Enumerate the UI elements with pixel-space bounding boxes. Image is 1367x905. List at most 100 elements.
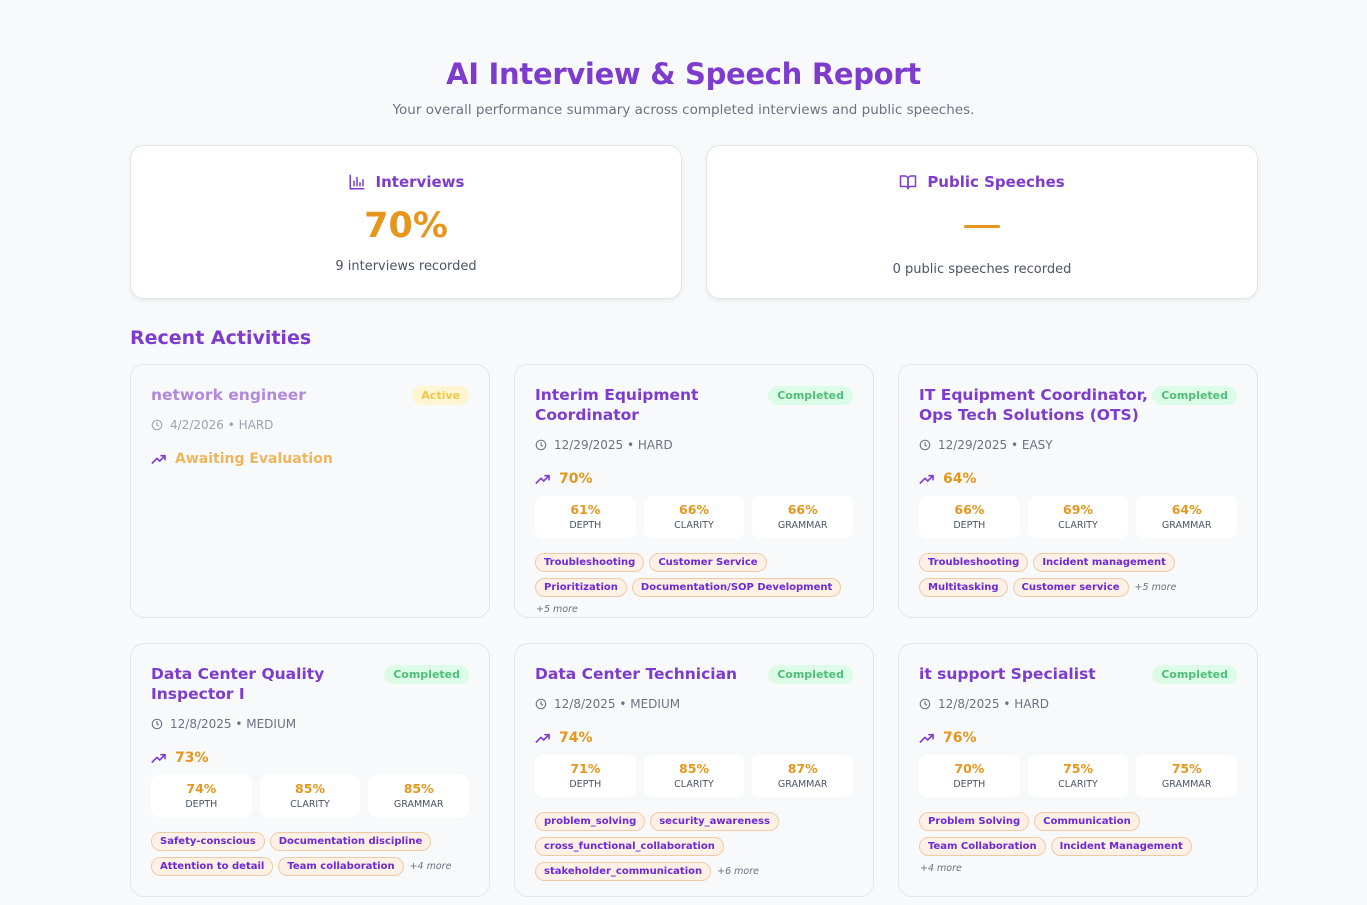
- status-badge: Completed: [384, 665, 469, 684]
- trending-up-icon: [535, 733, 550, 743]
- clock-icon: [919, 698, 931, 710]
- activity-card[interactable]: Data Center Quality Inspector I Completed…: [130, 643, 490, 897]
- clock-icon: [151, 718, 163, 730]
- metric-clarity: 75% CLARITY: [1027, 755, 1129, 797]
- more-tags-link[interactable]: +4 more: [920, 863, 962, 874]
- metric-value: 85%: [295, 781, 325, 796]
- metric-label: CLARITY: [290, 799, 330, 810]
- skill-tag: Incident management: [1033, 553, 1175, 572]
- status-badge: Completed: [1152, 665, 1237, 684]
- skill-tag: Documentation/SOP Development: [631, 578, 842, 597]
- activity-card[interactable]: IT Equipment Coordinator, Ops Tech Solut…: [898, 364, 1258, 618]
- date-difficulty: 12/8/2025 • HARD: [938, 697, 1050, 711]
- activity-card[interactable]: Interim Equipment Coordinator Completed 12…: [514, 364, 874, 618]
- metric-label: GRAMMAR: [1161, 520, 1212, 531]
- metric-value: 85%: [679, 761, 709, 776]
- card-header: Data Center Technician Completed: [535, 664, 853, 684]
- page-subtitle: Your overall performance summary across …: [392, 102, 975, 118]
- metric-label: CLARITY: [674, 779, 714, 790]
- recent-activities-title: Recent Activities: [130, 327, 312, 349]
- overall-score: 76%: [919, 729, 1237, 747]
- metric-clarity: 85% CLARITY: [643, 755, 745, 797]
- metrics-row: 71% DEPTH 85% CLARITY 87% GRAMMAR: [535, 755, 854, 797]
- skill-tag: Troubleshooting: [919, 553, 1029, 572]
- metric-value: 71%: [570, 761, 601, 776]
- speeches-summary-title: Public Speeches: [707, 171, 1257, 193]
- skill-tag: Team collaboration: [278, 857, 404, 876]
- card-header: IT Equipment Coordinator, Ops Tech Solut…: [919, 385, 1237, 425]
- skill-tag: Communication: [1034, 812, 1140, 831]
- activity-card[interactable]: it support Specialist Completed 12/8/2025 …: [898, 643, 1258, 897]
- overall-score: Awaiting Evaluation: [151, 450, 469, 468]
- report-header: AI Interview & Speech Report Your overal…: [0, 56, 1367, 120]
- overall-score-value: 73%: [175, 750, 209, 766]
- metric-depth: 61% DEPTH: [535, 496, 636, 538]
- more-tags-link[interactable]: +5 more: [1134, 581, 1177, 593]
- overall-score: 74%: [535, 729, 853, 747]
- card-title[interactable]: Interim Equipment Coordinator: [535, 386, 699, 424]
- overall-score-value: 64%: [943, 471, 977, 487]
- speeches-summary-card: Public Speeches 0 public speeches record…: [706, 145, 1258, 299]
- metric-label: GRAMMAR: [777, 779, 828, 790]
- metric-value: 87%: [787, 761, 818, 776]
- metric-label: GRAMMAR: [393, 799, 444, 810]
- interviews-label: Interviews: [375, 173, 465, 191]
- date-difficulty: 4/2/2026 • HARD: [170, 418, 274, 432]
- metric-label: DEPTH: [185, 799, 218, 810]
- metric-value: 75%: [1171, 761, 1202, 776]
- activity-card[interactable]: network engineer Active 4/2/2026 • HARD Awa…: [130, 364, 490, 618]
- skill-tag: Incident Management: [1050, 837, 1192, 856]
- card-title[interactable]: IT Equipment Coordinator, Ops Tech Solut…: [919, 386, 1148, 424]
- overall-score: 64%: [919, 470, 1237, 488]
- metric-value: 74%: [186, 781, 217, 796]
- metric-depth: 70% DEPTH: [919, 755, 1020, 797]
- skill-tag: Safety-conscious: [151, 832, 265, 851]
- card-title[interactable]: Data Center Technician: [535, 665, 738, 683]
- skill-tag: Problem Solving: [919, 812, 1030, 831]
- status-badge: Completed: [768, 665, 853, 684]
- activity-card[interactable]: Data Center Technician Completed 12/8/2025…: [514, 643, 874, 897]
- skill-tag: stakeholder_communication: [535, 862, 712, 881]
- date-difficulty: 12/29/2025 • EASY: [938, 438, 1053, 452]
- metric-grammar: 66% GRAMMAR: [752, 496, 854, 538]
- card-title[interactable]: it support Specialist: [919, 665, 1096, 683]
- card-title[interactable]: network engineer: [151, 386, 306, 404]
- skill-tag: Documentation discipline: [269, 832, 432, 851]
- card-header: Data Center Quality Inspector I Completed: [151, 664, 469, 704]
- card-title[interactable]: Data Center Quality Inspector I: [151, 665, 325, 703]
- card-header: network engineer Active: [151, 385, 469, 405]
- skill-tag: cross_functional_collaboration: [535, 837, 724, 856]
- trending-up-icon: [919, 733, 934, 743]
- metric-depth: 66% DEPTH: [919, 496, 1020, 538]
- card-header: Interim Equipment Coordinator Completed: [535, 385, 853, 425]
- card-meta: 12/29/2025 • HARD: [535, 436, 853, 454]
- metric-label: CLARITY: [674, 520, 714, 531]
- status-badge: Completed: [1152, 386, 1237, 405]
- skill-tags: Troubleshooting Incident management Multit…: [919, 553, 1237, 597]
- speeches-empty-score: [964, 225, 1000, 228]
- skill-tag: Customer service: [1012, 578, 1129, 597]
- overall-score: 70%: [535, 470, 853, 488]
- metrics-row: 70% DEPTH 75% CLARITY 75% GRAMMAR: [919, 755, 1238, 797]
- overall-score: 73%: [151, 749, 469, 767]
- date-difficulty: 12/29/2025 • HARD: [554, 438, 673, 452]
- clock-icon: [535, 698, 547, 710]
- clock-icon: [151, 419, 163, 431]
- more-tags-link[interactable]: +6 more: [717, 865, 759, 877]
- card-meta: 12/8/2025 • HARD: [919, 695, 1237, 713]
- metric-label: GRAMMAR: [777, 520, 828, 531]
- interviews-score: 70%: [364, 206, 448, 246]
- interviews-count: 9 interviews recorded: [335, 259, 477, 274]
- metric-label: DEPTH: [953, 779, 986, 790]
- card-meta: 12/8/2025 • MEDIUM: [535, 695, 853, 713]
- metrics-row: 61% DEPTH 66% CLARITY 66% GRAMMAR: [535, 496, 854, 538]
- skill-tag: Customer Service: [649, 553, 767, 572]
- metric-value: 66%: [679, 502, 709, 517]
- skill-tag: Attention to detail: [151, 857, 274, 876]
- skill-tag: Team Collaboration: [919, 837, 1046, 856]
- more-tags-link[interactable]: +4 more: [409, 860, 452, 872]
- page-title: AI Interview & Speech Report: [446, 57, 921, 91]
- more-tags-link[interactable]: +5 more: [536, 604, 578, 615]
- metric-label: DEPTH: [569, 520, 602, 531]
- card-meta: 12/29/2025 • EASY: [919, 436, 1237, 454]
